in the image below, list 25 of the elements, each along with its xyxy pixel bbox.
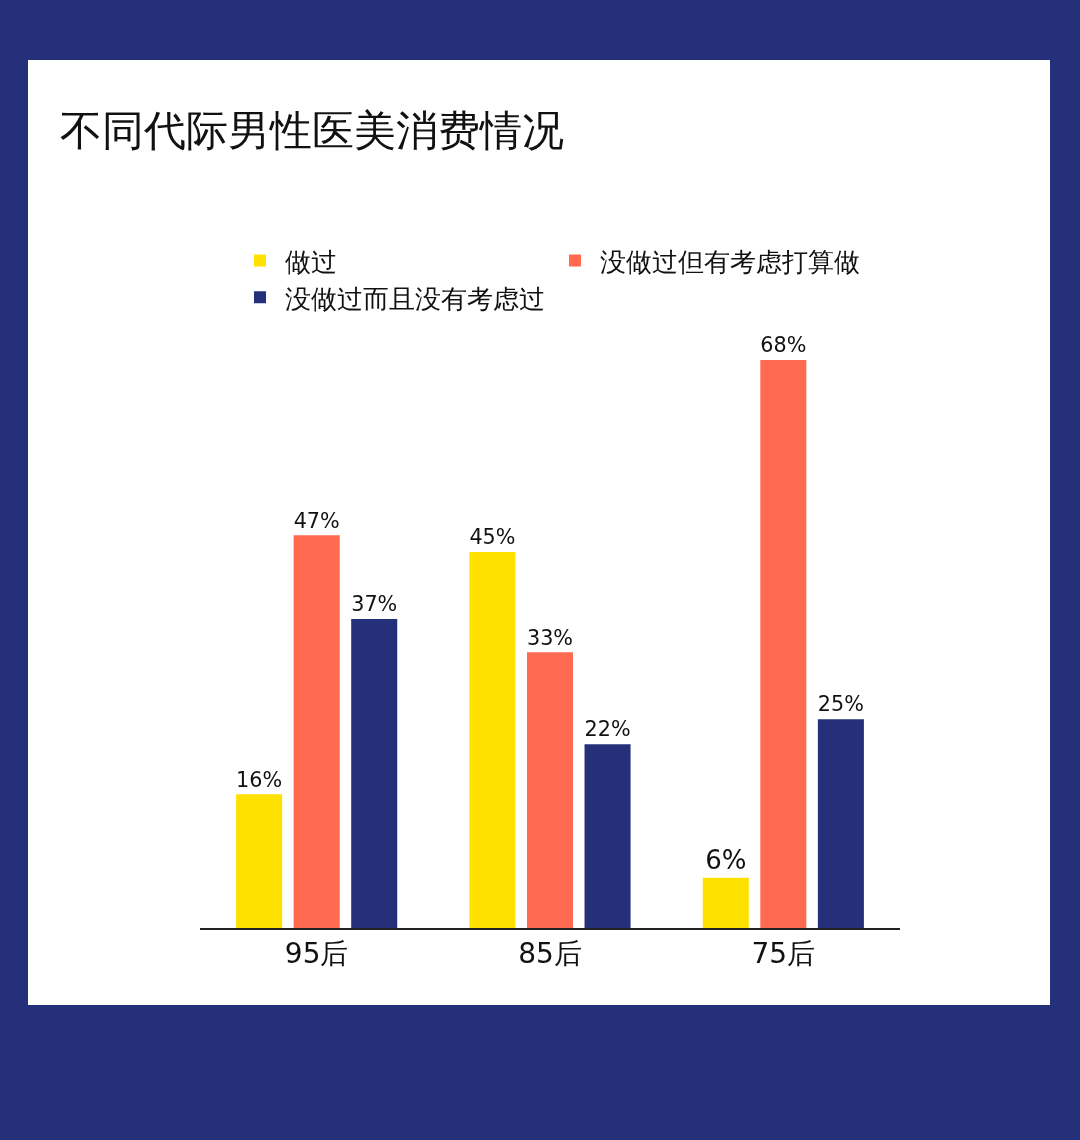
bar bbox=[760, 359, 807, 928]
bar bbox=[236, 794, 283, 928]
bar bbox=[526, 652, 574, 928]
legend-label: 没做过而且没有考虑过 bbox=[285, 283, 545, 314]
x-tick-label: 95后 bbox=[284, 937, 349, 971]
data-label: 45% bbox=[469, 525, 516, 550]
bar bbox=[293, 535, 340, 928]
bar bbox=[584, 744, 631, 928]
data-label: 22% bbox=[584, 717, 631, 742]
data-label: 16% bbox=[236, 767, 283, 792]
bar bbox=[817, 719, 864, 928]
data-label: 68% bbox=[760, 333, 807, 358]
data-label: 47% bbox=[293, 508, 340, 533]
data-label: 37% bbox=[351, 592, 398, 617]
data-label: 25% bbox=[817, 692, 864, 717]
data-label: 33% bbox=[526, 625, 574, 650]
x-tick-label: 75后 bbox=[751, 937, 816, 971]
data-label: 6% bbox=[705, 844, 747, 875]
chart-title: 不同代际男性医美消费情况 bbox=[60, 105, 564, 155]
legend-label: 做过 bbox=[285, 246, 337, 277]
bar bbox=[351, 618, 398, 928]
bar bbox=[702, 877, 749, 928]
x-tick-label: 85后 bbox=[518, 937, 582, 971]
legend-label: 没做过但有考虑打算做 bbox=[600, 246, 860, 277]
bar bbox=[469, 552, 516, 928]
